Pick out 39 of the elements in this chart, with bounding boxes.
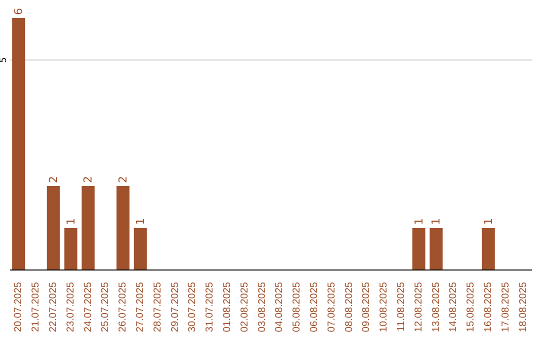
x-tick-label: 18.08.2025 bbox=[518, 282, 529, 332]
x-tick-label: 08.08.2025 bbox=[344, 282, 355, 332]
data-label: 1 bbox=[412, 218, 426, 225]
x-tick-label: 02.08.2025 bbox=[239, 282, 250, 332]
data-label: 2 bbox=[82, 176, 95, 183]
x-tick-label: 15.08.2025 bbox=[466, 282, 477, 332]
x-tick-label: 12.08.2025 bbox=[413, 282, 424, 332]
x-tick-label: 29.07.2025 bbox=[170, 282, 181, 332]
x-tick-label: 20.07.2025 bbox=[13, 282, 24, 332]
data-label: 1 bbox=[430, 218, 443, 225]
x-tick-label: 21.07.2025 bbox=[30, 282, 42, 332]
x-tick-label: 01.08.2025 bbox=[222, 282, 233, 332]
x-tick-label: 10.08.2025 bbox=[378, 282, 390, 332]
x-tick-label: 17.08.2025 bbox=[500, 282, 512, 332]
data-label: 1 bbox=[134, 218, 147, 225]
data-label: 2 bbox=[116, 176, 130, 183]
x-tick-label: 28.07.2025 bbox=[152, 282, 164, 332]
x-tick-label: 23.07.2025 bbox=[65, 282, 76, 332]
x-tick-label: 24.07.2025 bbox=[82, 282, 94, 332]
data-label: 1 bbox=[482, 218, 495, 225]
data-label: 2 bbox=[46, 176, 60, 183]
x-tick-label: 27.07.2025 bbox=[135, 282, 146, 332]
x-tick-label: 07.08.2025 bbox=[326, 282, 338, 332]
x-tick-label: 25.07.2025 bbox=[100, 282, 112, 332]
x-tick-label: 05.08.2025 bbox=[292, 282, 303, 332]
x-tick-label: 22.07.2025 bbox=[48, 282, 59, 332]
data-label: 1 bbox=[64, 218, 78, 225]
x-tick-label: 26.07.2025 bbox=[118, 282, 129, 332]
x-tick-label: 09.08.2025 bbox=[361, 282, 372, 332]
x-tick-label: 31.07.2025 bbox=[204, 282, 216, 332]
x-tick-label: 16.08.2025 bbox=[483, 282, 494, 332]
x-tick-label: 11.08.2025 bbox=[396, 282, 407, 332]
x-tick-label: 13.08.2025 bbox=[430, 282, 442, 332]
x-tick-label: 14.08.2025 bbox=[448, 282, 460, 332]
x-tick-label: 04.08.2025 bbox=[274, 282, 286, 332]
data-label: 6 bbox=[12, 8, 26, 15]
x-tick-label: 03.08.2025 bbox=[256, 282, 268, 332]
x-tick-label: 06.08.2025 bbox=[309, 282, 320, 332]
x-tick-label: 30.07.2025 bbox=[187, 282, 198, 332]
